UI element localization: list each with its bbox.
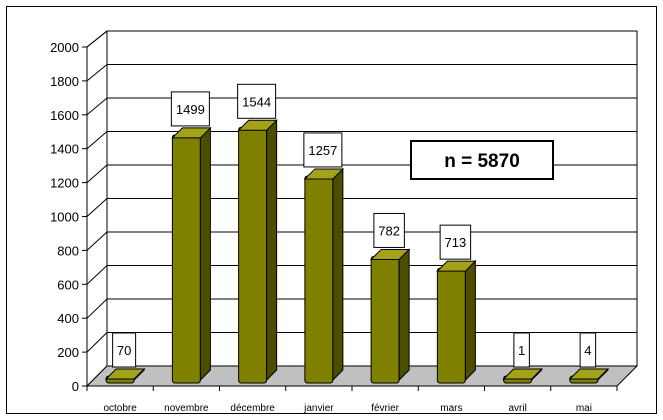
gridline-depth	[86, 131, 108, 150]
y-tick-label: 0	[72, 379, 79, 394]
bar	[568, 367, 610, 384]
bar	[369, 248, 411, 384]
x-tick-label: mai	[576, 403, 592, 414]
data-label: 782	[373, 212, 405, 248]
annotation-text: n = 5870	[444, 151, 520, 172]
y-tick-label: 400	[57, 311, 79, 326]
svg-text:70: 70	[117, 343, 131, 358]
svg-text:1: 1	[518, 343, 525, 358]
x-tick-label: janvier	[303, 403, 334, 414]
y-tick-label: 600	[57, 277, 79, 292]
data-label: 1499	[170, 91, 210, 127]
gridline-depth	[86, 198, 108, 217]
y-tick-label: 800	[57, 243, 79, 258]
data-label: 4	[579, 332, 597, 368]
bar	[104, 367, 146, 384]
data-label: 1257	[303, 132, 343, 168]
y-tick-label: 1600	[50, 108, 79, 123]
chart-floor	[85, 365, 639, 387]
annotation-box	[410, 140, 554, 180]
bar	[436, 259, 477, 384]
y-tick-label: 2000	[50, 40, 79, 55]
data-label: 1544	[237, 83, 277, 119]
data-label: 70	[112, 332, 137, 368]
x-tick-label: mars	[440, 403, 462, 414]
bar	[171, 126, 212, 384]
y-tick-label: 1400	[50, 142, 79, 157]
annotation: n = 5870	[410, 140, 554, 180]
gridline-depth	[86, 298, 108, 319]
x-tick-label: avril	[508, 403, 526, 414]
floor	[85, 365, 639, 387]
y-tick-label: 1800	[50, 74, 79, 89]
y-tick-label: 200	[57, 345, 79, 360]
gridline-depth	[86, 265, 108, 285]
y-axis-top	[86, 30, 108, 48]
svg-text:1499: 1499	[176, 102, 205, 117]
gridline-depth	[86, 332, 108, 353]
x-tick-label: novembre	[164, 403, 209, 414]
bar	[303, 167, 345, 384]
x-tick-label: février	[371, 403, 399, 414]
gridline-depth	[86, 97, 108, 116]
bar	[237, 119, 278, 384]
gridlines	[86, 30, 638, 387]
data-label: 1	[513, 332, 530, 368]
y-tick-label: 1200	[50, 176, 79, 191]
x-tick-label: décembre	[230, 403, 275, 414]
x-tick-label: octobre	[103, 403, 137, 414]
svg-text:1257: 1257	[308, 143, 337, 158]
gridline-depth	[86, 164, 108, 183]
svg-text:1544: 1544	[242, 94, 271, 109]
y-tick-label: 1000	[50, 210, 79, 225]
gridline-depth	[86, 231, 108, 251]
gridline-depth	[86, 64, 108, 82]
data-labels: 70 1499 1544 1257 782 713 1 4	[112, 83, 597, 368]
data-label: 713	[439, 224, 472, 260]
bar	[502, 367, 543, 384]
svg-text:713: 713	[445, 235, 467, 250]
svg-text:782: 782	[378, 223, 400, 238]
axes: 0 200 400 600 800 1000 1200 1400 1600 1800 2000 oct…	[50, 30, 618, 414]
bars	[104, 119, 610, 384]
svg-text:4: 4	[584, 343, 591, 358]
